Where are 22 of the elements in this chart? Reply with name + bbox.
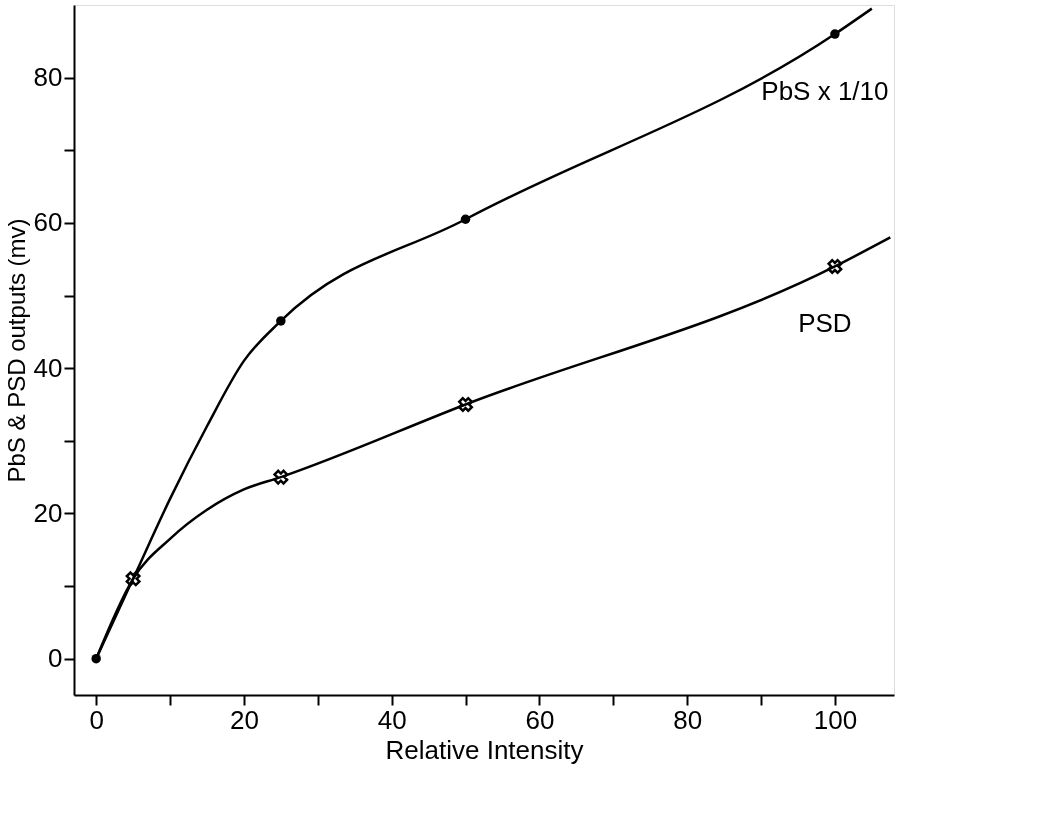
y-tick-label: 60 [33, 207, 63, 238]
point [273, 469, 289, 485]
x-tick-label: 80 [673, 704, 703, 735]
point [125, 571, 141, 587]
x-tick-label: 0 [89, 704, 104, 735]
point [458, 396, 474, 412]
y-tick-label: 40 [33, 352, 63, 383]
x-tick-label: 60 [525, 704, 555, 735]
x-tick-label: 40 [377, 704, 407, 735]
point [830, 29, 840, 39]
point [460, 214, 471, 224]
point [827, 258, 843, 274]
x-axis-title: Relative Intensity [385, 734, 584, 765]
series-label: PbS x 1/10 [761, 76, 889, 107]
y-tick-label: 20 [33, 497, 63, 528]
y-tick-label: 80 [33, 62, 63, 93]
x-tick-label: 20 [229, 704, 259, 735]
point [276, 316, 286, 326]
y-tick-label: 0 [48, 643, 63, 674]
x-tick-label: 100 [813, 704, 858, 735]
series-label: PSD [798, 308, 852, 339]
y-axis-title: PbS & PSD outputs (mv) [2, 218, 30, 483]
